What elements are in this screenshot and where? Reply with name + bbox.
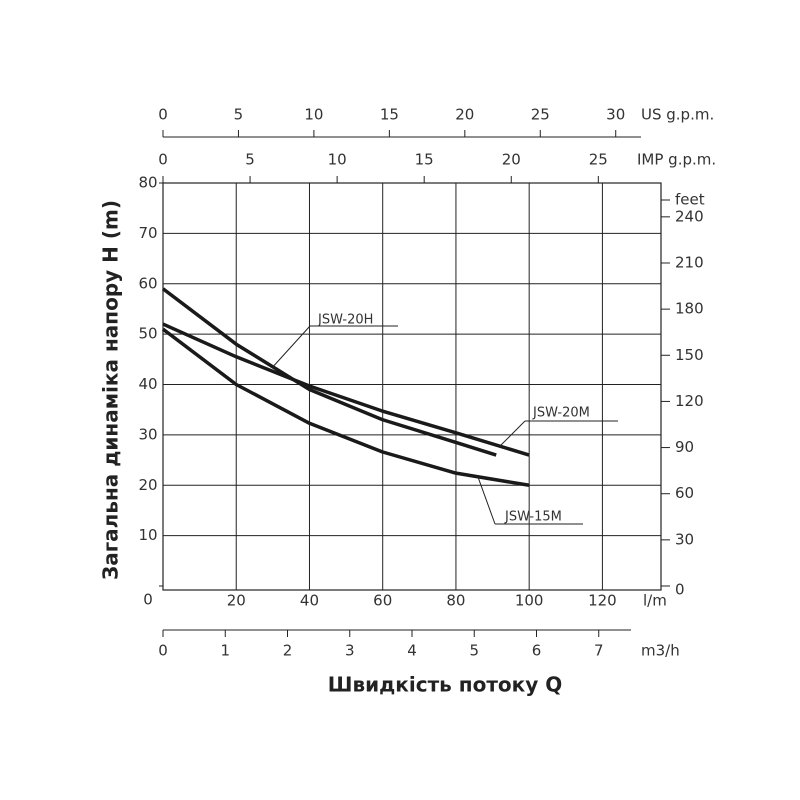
y2-tick-label: 60 — [675, 484, 694, 502]
x-tick-label: 60 — [373, 592, 392, 610]
leader-line — [499, 420, 526, 447]
x-axis-tick-label: 6 — [532, 642, 542, 660]
x-axis-tick-label: 5 — [234, 106, 244, 124]
plot-frame — [162, 182, 662, 591]
x-axis-tick-label: 25 — [531, 106, 550, 124]
y2-tick-label: 0 — [675, 581, 685, 599]
x-axis-tick-label: 25 — [589, 151, 608, 169]
x-axis-tick-label: 30 — [606, 106, 625, 124]
y2-tick-label: 240 — [675, 207, 704, 225]
x-tick-label: 20 — [227, 592, 246, 610]
leader-line — [477, 476, 496, 525]
series-label: JSW-15M — [504, 510, 562, 525]
x-axis-tick-label: 15 — [380, 106, 399, 124]
y-tick-label: 50 — [138, 325, 157, 343]
y-tick-label: 10 — [138, 526, 157, 544]
x-axis-tick-label: 3 — [345, 642, 355, 660]
x-axis-tick-label: 0 — [158, 642, 168, 660]
y2-unit: feet — [675, 191, 705, 209]
x-tick-label: 40 — [300, 592, 319, 610]
y-tick-label: 60 — [138, 274, 157, 292]
x-axis-title: Швидкість потоку Q — [328, 673, 562, 697]
x-axis-tick-label: 10 — [328, 151, 347, 169]
y2-tick-label: 180 — [675, 300, 704, 318]
x-axis-tick-label: 2 — [283, 642, 293, 660]
x-axis-tick-label: 20 — [455, 106, 474, 124]
x-axis-tick-label: 0 — [158, 106, 168, 124]
x-axis-tick-label: 4 — [407, 642, 417, 660]
x-axis-unit: IMP g.p.m. — [637, 151, 716, 169]
x-tick-label: 80 — [446, 592, 465, 610]
x-axis-unit: m3/h — [641, 642, 680, 660]
y-tick-label: 0 — [143, 591, 153, 609]
x-tick-label: 100 — [515, 592, 544, 610]
series-label: JSW-20M — [532, 406, 590, 421]
x-axis-tick-label: 20 — [502, 151, 521, 169]
y-axis-title: Загальна динаміка напору H (m) — [99, 200, 123, 580]
x-axis-tick-label: 1 — [220, 642, 230, 660]
curve — [161, 287, 497, 457]
x-tick-label: 120 — [588, 592, 617, 610]
y2-tick-label: 210 — [675, 253, 704, 271]
curve — [162, 322, 530, 457]
y-tick-label: 70 — [138, 224, 157, 242]
x-axis-tick-label: 5 — [245, 151, 255, 169]
x-unit: l/m — [643, 592, 667, 610]
y2-tick-label: 150 — [675, 346, 704, 364]
series-label: JSW-20H — [317, 313, 373, 328]
y-tick-label: 20 — [138, 476, 157, 494]
y-tick-label: 40 — [138, 375, 157, 393]
y2-tick-label: 30 — [675, 530, 694, 548]
leader-line — [272, 325, 311, 368]
y2-tick-label: 120 — [675, 392, 704, 410]
x-axis-tick-label: 0 — [158, 151, 168, 169]
x-axis-tick-label: 10 — [304, 106, 323, 124]
x-axis-unit: US g.p.m. — [641, 106, 714, 124]
y-tick-label: 30 — [138, 425, 157, 443]
y-tick-label: 80 — [138, 174, 157, 192]
x-axis-tick-label: 7 — [594, 642, 604, 660]
x-axis-tick-label: 15 — [415, 151, 434, 169]
y2-tick-label: 90 — [675, 438, 694, 456]
x-axis-tick-label: 5 — [469, 642, 479, 660]
curve — [161, 327, 530, 487]
